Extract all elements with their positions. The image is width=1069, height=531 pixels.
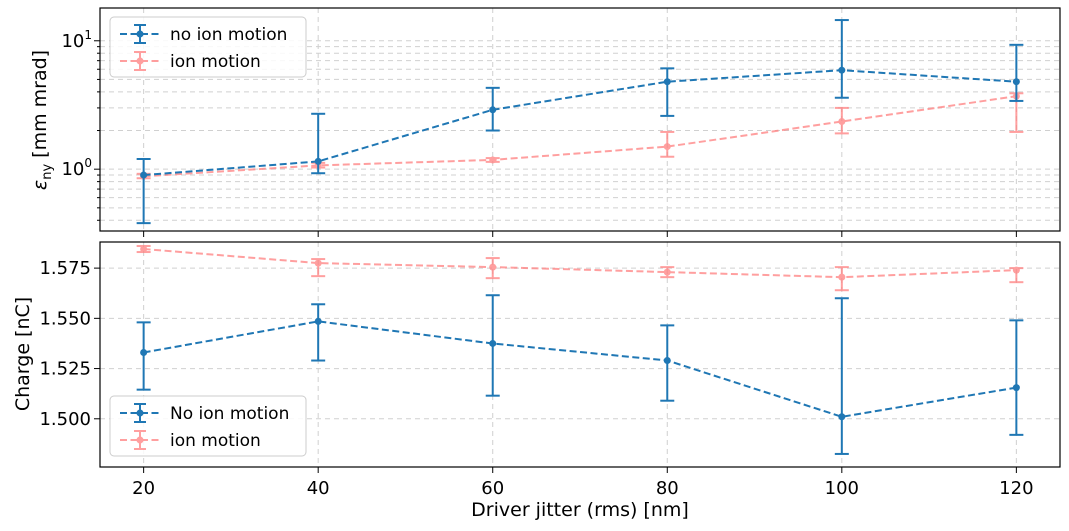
data-point	[314, 259, 322, 267]
data-point	[838, 413, 846, 421]
data-point	[314, 317, 322, 325]
legend-label: no ion motion	[170, 25, 287, 45]
legend-marker	[120, 24, 160, 44]
emittance-subscript: ny	[40, 164, 55, 180]
data-point	[663, 78, 671, 86]
emittance-panel: 100 101 no ion motion ion motion	[61, 7, 1061, 237]
data-point	[314, 157, 322, 165]
data-point	[663, 357, 671, 365]
legend-box	[109, 395, 307, 457]
x-tick-label: 80	[656, 478, 679, 499]
series-line	[143, 69, 1017, 177]
data-point	[489, 263, 497, 271]
series-line	[143, 320, 1017, 418]
data-point	[838, 273, 846, 281]
y-tick-label: 1.525	[39, 359, 91, 380]
x-tick-label: 120	[999, 478, 1033, 499]
series-line	[143, 248, 1017, 279]
legend-label: No ion motion	[170, 404, 289, 424]
data-point	[1012, 78, 1020, 86]
legend-point	[136, 436, 144, 444]
x-tick-label: 100	[825, 478, 859, 499]
legend-point	[136, 30, 144, 38]
charge-panel: 1.500 1.525 1.550 1.575 20 40 60 80 100 120 No ion…	[39, 241, 1061, 499]
data-point	[663, 143, 671, 151]
series-line	[143, 95, 1017, 178]
legend-point	[136, 409, 144, 417]
legend-point	[136, 57, 144, 65]
emittance-unit: [mm mrad]	[29, 50, 51, 164]
series-ion-motion	[136, 245, 1024, 292]
data-point	[489, 106, 497, 114]
plot-frame	[99, 241, 1061, 468]
y-tick-label: 101	[61, 28, 92, 52]
data-point	[489, 156, 497, 164]
y-tick-label: 1.575	[39, 258, 91, 279]
series-no-ion-motion	[136, 19, 1024, 225]
data-point	[140, 245, 148, 253]
emittance-axis-label: εny [mm mrad]	[29, 50, 55, 190]
legend-box	[109, 16, 307, 78]
legend-marker	[120, 430, 160, 450]
legend-marker	[120, 403, 160, 423]
data-point	[140, 348, 148, 356]
x-tick-label: 60	[481, 478, 504, 499]
plot-frame	[99, 7, 1061, 232]
x-tick-label: 20	[132, 478, 155, 499]
emittance-symbol: ε	[29, 180, 51, 190]
x-axis-label: Driver jitter (rms) [nm]	[471, 499, 689, 521]
legend-label: ion motion	[170, 431, 261, 451]
series-ion-motion	[136, 92, 1024, 180]
data-point	[489, 339, 497, 347]
data-point	[140, 171, 148, 179]
charge-axis-label: Charge [nC]	[12, 297, 34, 411]
data-point	[1012, 384, 1020, 392]
data-point	[1012, 266, 1020, 274]
series-no-ion-motion	[136, 294, 1024, 455]
y-tick-label: 1.500	[39, 409, 91, 430]
y-tick-label: 1.550	[39, 308, 91, 329]
data-point	[663, 268, 671, 276]
legend-marker	[120, 51, 160, 71]
legend-label: ion motion	[170, 52, 261, 72]
data-point	[838, 66, 846, 74]
x-tick-label: 40	[307, 478, 330, 499]
data-point	[838, 118, 846, 126]
y-tick-label: 100	[61, 156, 92, 180]
